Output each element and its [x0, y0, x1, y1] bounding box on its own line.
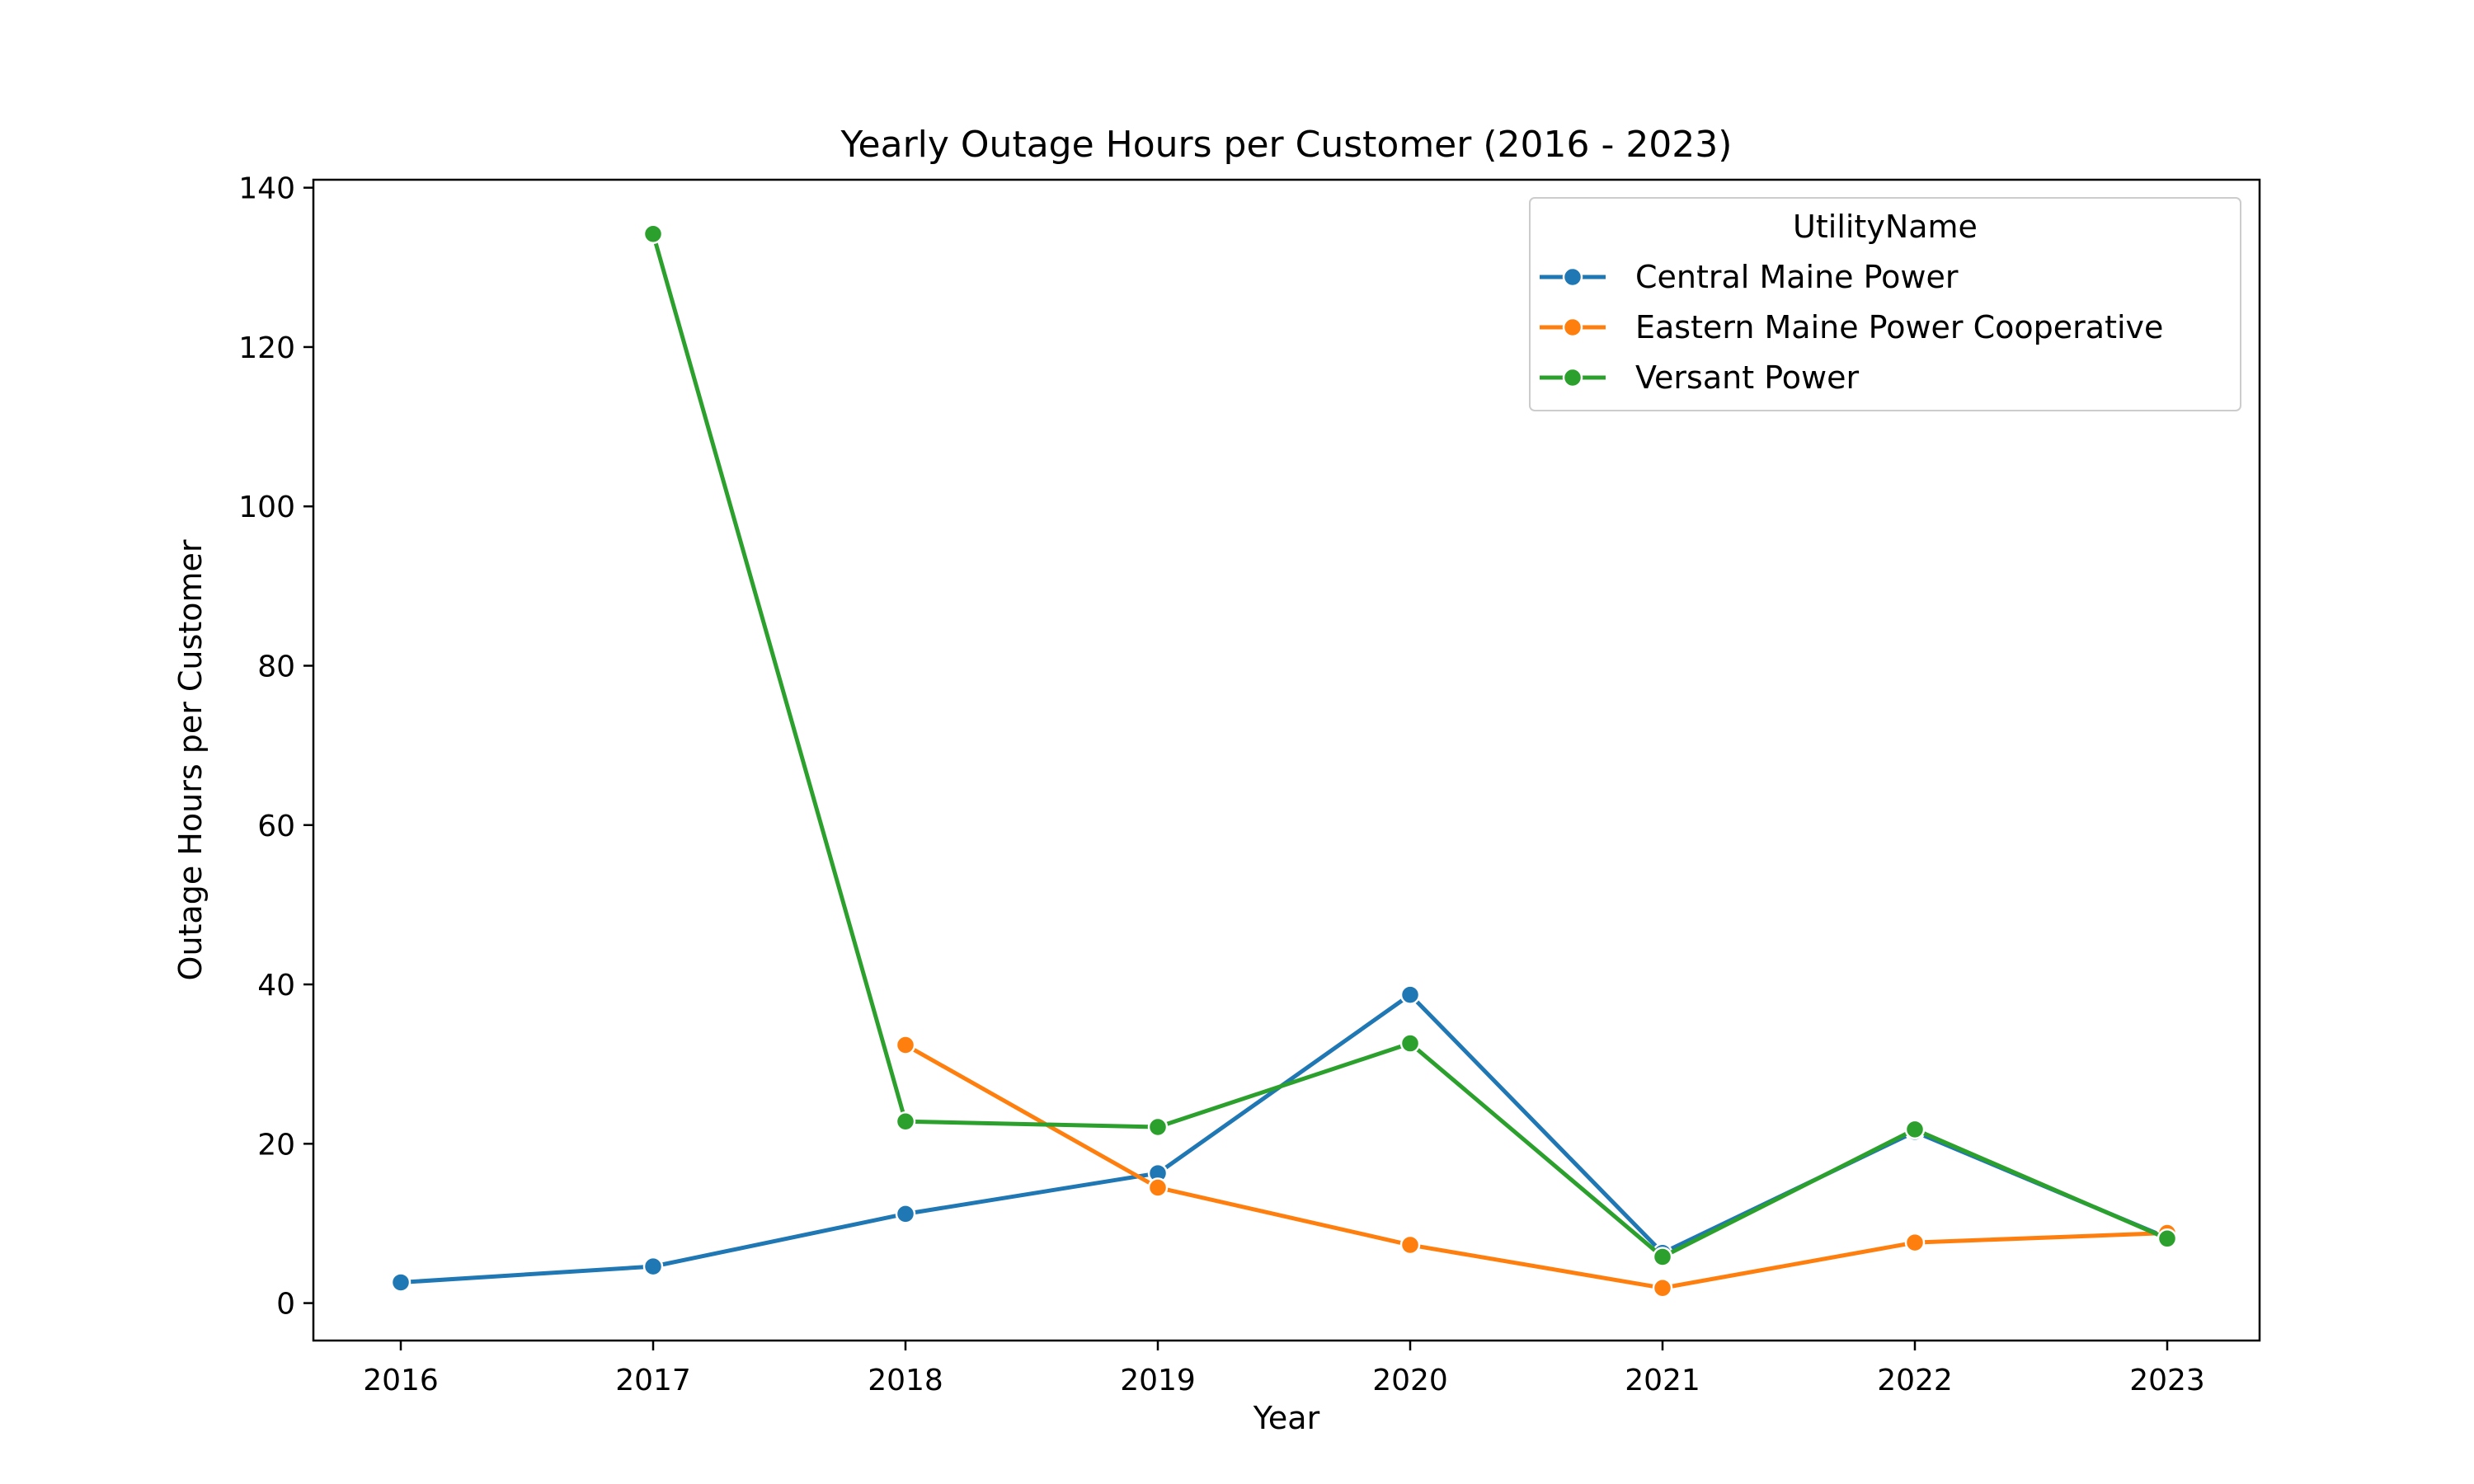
y-axis: 0 20 40 60 80 100 120 140: [238, 172, 313, 1322]
x-tick-label-2022: 2022: [1877, 1364, 1953, 1397]
legend-label-central-maine-power: Central Maine Power: [1635, 259, 1959, 295]
y-tick-label-80: 80: [257, 650, 295, 683]
series-line-eastern-maine-power-cooperative: [903, 1042, 2170, 1290]
legend-marker-eastern-maine-power-cooperative: [1562, 317, 1583, 338]
data-point-central-maine-power-2020: [1399, 984, 1421, 1005]
chart-title: Yearly Outage Hours per Customer (2016 -…: [840, 124, 1733, 166]
x-tick-label-2023: 2023: [2129, 1364, 2205, 1397]
x-axis-label: Year: [1253, 1400, 1320, 1436]
x-tick-label-2017: 2017: [615, 1364, 691, 1397]
data-point-versant-power-2023: [2157, 1228, 2178, 1249]
data-point-eastern-maine-power-cooperative-2018: [895, 1035, 916, 1055]
data-point-eastern-maine-power-cooperative-2020: [1399, 1234, 1421, 1256]
y-tick-label-20: 20: [257, 1128, 295, 1162]
data-point-versant-power-2017: [642, 223, 664, 244]
series-versant-power: [642, 223, 2178, 1267]
x-tick-label-2016: 2016: [363, 1364, 439, 1397]
data-point-versant-power-2020: [1399, 1033, 1421, 1054]
data-point-central-maine-power-2018: [895, 1204, 916, 1224]
x-tick-label-2019: 2019: [1120, 1364, 1196, 1397]
legend-label-eastern-maine-power-cooperative: Eastern Maine Power Cooperative: [1635, 309, 2163, 345]
y-tick-label-40: 40: [257, 969, 295, 1003]
legend-item-central-maine-power: Central Maine Power: [1540, 259, 1959, 295]
y-axis-label: Outage Hours per Customer: [172, 539, 209, 980]
series-layer: [390, 223, 2178, 1298]
x-tick-label-2018: 2018: [868, 1364, 943, 1397]
y-tick-label-0: 0: [276, 1288, 295, 1322]
legend-item-versant-power: Versant Power: [1540, 359, 1859, 396]
legend: UtilityName Central Maine Power Eastern M…: [1529, 197, 2241, 411]
legend-title: UtilityName: [1793, 209, 1978, 245]
data-point-versant-power-2019: [1147, 1116, 1169, 1138]
legend-label-versant-power: Versant Power: [1635, 359, 1859, 396]
y-tick-label-60: 60: [257, 810, 295, 843]
legend-box: [1529, 197, 2241, 411]
data-point-versant-power-2022: [1904, 1119, 1926, 1140]
data-point-eastern-maine-power-cooperative-2022: [1904, 1232, 1926, 1253]
legend-items: Central Maine Power Eastern Maine Power C…: [1540, 259, 2163, 396]
legend-item-eastern-maine-power-cooperative: Eastern Maine Power Cooperative: [1540, 309, 2163, 345]
plot-area: [312, 178, 2261, 1342]
data-point-versant-power-2018: [895, 1111, 916, 1132]
y-tick-label-100: 100: [238, 491, 295, 524]
x-tick-label-2021: 2021: [1625, 1364, 1700, 1397]
y-tick-label-140: 140: [238, 172, 295, 206]
legend-marker-versant-power: [1562, 367, 1583, 388]
data-point-central-maine-power-2017: [642, 1256, 664, 1277]
x-axis: 2016 2017 2018 2019 2020 2021 2022 2023: [363, 1341, 2205, 1397]
data-point-central-maine-power-2016: [390, 1272, 412, 1293]
x-tick-label-2020: 2020: [1372, 1364, 1448, 1397]
legend-marker-central-maine-power: [1562, 266, 1583, 288]
data-point-eastern-maine-power-cooperative-2021: [1652, 1277, 1673, 1298]
y-tick-label-120: 120: [238, 331, 295, 365]
data-point-versant-power-2021: [1652, 1247, 1673, 1267]
data-point-eastern-maine-power-cooperative-2019: [1147, 1177, 1169, 1198]
